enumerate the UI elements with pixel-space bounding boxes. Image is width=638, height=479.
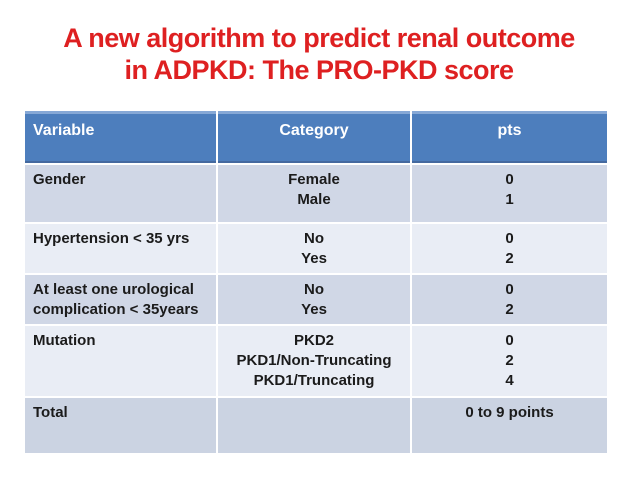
cell-variable: At least one urological complication < 3… [25,275,216,324]
cell-pts: 0 1 [412,165,607,222]
slide-title-line1: A new algorithm to predict renal outcome [63,23,575,53]
cell-variable: Total [25,398,216,453]
cell-category [218,398,410,453]
cell-variable: Mutation [25,326,216,396]
slide-title: A new algorithm to predict renal outcome… [0,22,638,86]
table-row-urological-complication: At least one urological complication < 3… [25,275,607,324]
table-header-row: Variable Category pts [25,111,607,163]
table-row-mutation: Mutation PKD2 PKD1/Non-Truncating PKD1/T… [25,326,607,396]
cell-pts: 0 2 [412,275,607,324]
column-header-variable: Variable [25,111,216,163]
column-header-pts: pts [412,111,607,163]
cell-variable: Hypertension < 35 yrs [25,224,216,273]
table-row-total: Total 0 to 9 points [25,398,607,453]
cell-category: No Yes [218,224,410,273]
cell-pts: 0 2 4 [412,326,607,396]
cell-category: No Yes [218,275,410,324]
cell-pts: 0 2 [412,224,607,273]
cell-variable: Gender [25,165,216,222]
table-row-hypertension: Hypertension < 35 yrs No Yes 0 2 [25,224,607,273]
pro-pkd-score-table: Variable Category pts Gender Female Male… [25,111,607,455]
cell-category: Female Male [218,165,410,222]
table-row-gender: Gender Female Male 0 1 [25,165,607,222]
slide-title-line2: in ADPKD: The PRO-PKD score [124,55,514,85]
cell-pts: 0 to 9 points [412,398,607,453]
column-header-category: Category [218,111,410,163]
cell-category: PKD2 PKD1/Non-Truncating PKD1/Truncating [218,326,410,396]
